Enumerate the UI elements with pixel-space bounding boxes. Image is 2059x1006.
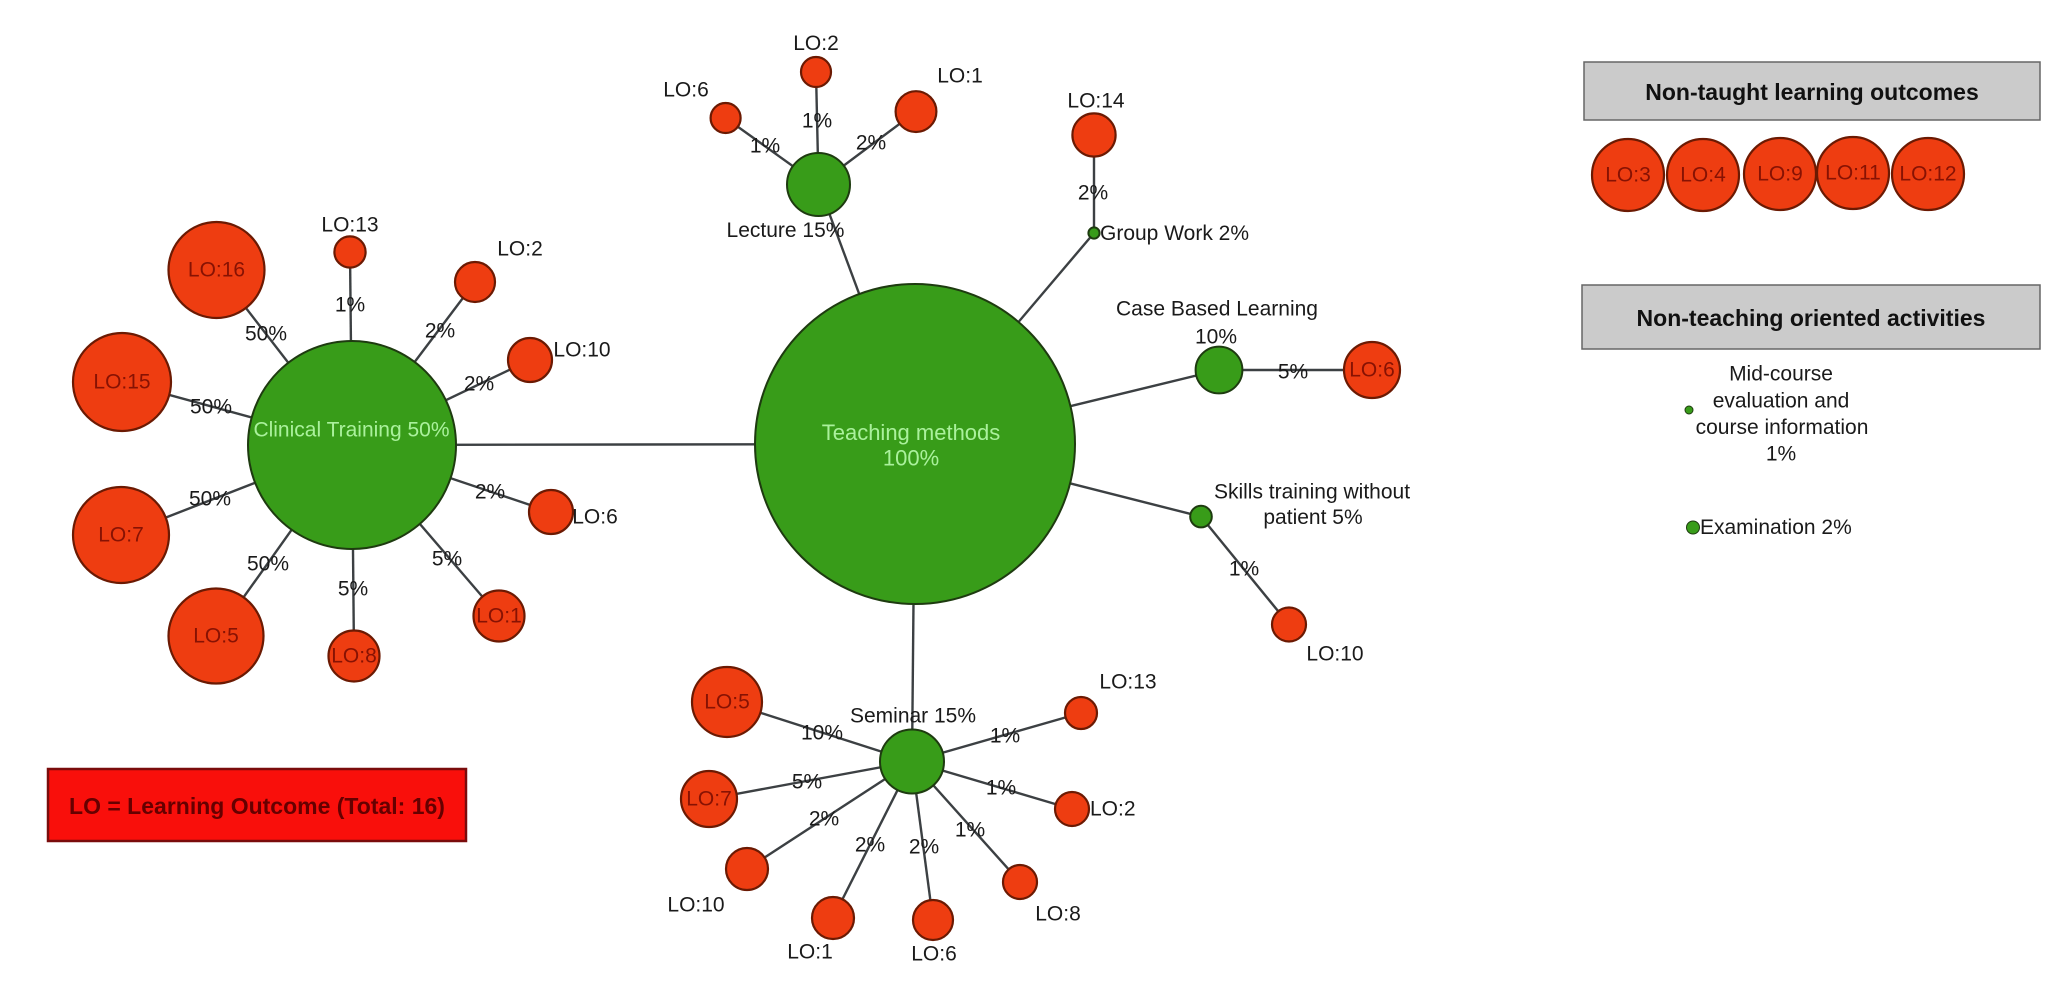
svg-text:LO:15: LO:15 <box>93 371 150 394</box>
svg-text:LO:8: LO:8 <box>331 645 377 668</box>
svg-text:LO = Learning Outcome (Total:: LO = Learning Outcome (Total: 16) <box>69 793 445 819</box>
svg-text:LO:2: LO:2 <box>1090 798 1136 821</box>
svg-text:LO:6: LO:6 <box>663 79 709 102</box>
svg-text:course information: course information <box>1696 416 1869 439</box>
svg-text:LO:14: LO:14 <box>1067 90 1125 113</box>
svg-text:2%: 2% <box>425 320 455 343</box>
svg-text:LO:8: LO:8 <box>1035 903 1081 926</box>
svg-text:LO:6: LO:6 <box>911 943 957 966</box>
svg-text:10%: 10% <box>801 722 843 745</box>
svg-text:Seminar 15%: Seminar 15% <box>850 705 976 728</box>
svg-text:2%: 2% <box>856 132 886 155</box>
svg-text:evaluation and: evaluation and <box>1713 390 1850 413</box>
svg-text:Examination 2%: Examination 2% <box>1700 516 1852 539</box>
svg-text:LO:2: LO:2 <box>497 238 543 261</box>
svg-text:1%: 1% <box>802 110 832 133</box>
svg-text:LO:4: LO:4 <box>1680 164 1726 187</box>
svg-text:LO:11: LO:11 <box>1825 162 1881 185</box>
svg-text:2%: 2% <box>464 373 494 396</box>
svg-text:LO:7: LO:7 <box>98 524 144 547</box>
svg-text:LO:1: LO:1 <box>476 605 522 628</box>
svg-text:LO:2: LO:2 <box>793 32 839 55</box>
svg-text:LO:10: LO:10 <box>667 894 724 917</box>
svg-text:2%: 2% <box>855 834 885 857</box>
svg-text:1%: 1% <box>955 819 985 842</box>
svg-text:LO:12: LO:12 <box>1899 163 1956 186</box>
svg-text:LO:10: LO:10 <box>553 339 610 362</box>
svg-text:50%: 50% <box>245 323 287 346</box>
svg-text:5%: 5% <box>338 578 368 601</box>
svg-text:1%: 1% <box>1229 558 1259 581</box>
svg-text:Mid-course: Mid-course <box>1729 363 1833 386</box>
svg-text:Clinical Training 50%: Clinical Training 50% <box>253 419 449 442</box>
svg-text:Case Based Learning: Case Based Learning <box>1116 298 1318 321</box>
svg-text:5%: 5% <box>432 548 462 571</box>
svg-text:LO:13: LO:13 <box>321 214 378 237</box>
svg-text:Group Work 2%: Group Work 2% <box>1100 222 1249 245</box>
svg-text:LO:16: LO:16 <box>188 259 245 282</box>
svg-text:LO:3: LO:3 <box>1605 164 1651 187</box>
svg-text:LO:1: LO:1 <box>937 65 983 88</box>
svg-text:Non-teaching oriented activiti: Non-teaching oriented activities <box>1637 305 1986 331</box>
svg-text:Teaching methods: Teaching methods <box>822 420 1001 445</box>
svg-text:LO:9: LO:9 <box>1757 163 1803 186</box>
svg-text:2%: 2% <box>809 808 839 831</box>
svg-text:100%: 100% <box>883 446 939 471</box>
svg-text:10%: 10% <box>1195 326 1237 349</box>
svg-text:1%: 1% <box>986 777 1016 800</box>
svg-text:Lecture 15%: Lecture 15% <box>727 219 845 242</box>
svg-text:LO:5: LO:5 <box>193 625 239 648</box>
svg-text:Non-taught learning outcomes: Non-taught learning outcomes <box>1645 79 1979 105</box>
svg-text:2%: 2% <box>909 836 939 859</box>
svg-text:1%: 1% <box>1766 443 1796 466</box>
svg-text:5%: 5% <box>792 771 822 794</box>
svg-text:2%: 2% <box>1078 182 1108 205</box>
svg-text:1%: 1% <box>335 294 365 317</box>
svg-text:LO:6: LO:6 <box>572 506 618 529</box>
svg-text:50%: 50% <box>190 396 232 419</box>
svg-text:1%: 1% <box>990 725 1020 748</box>
svg-text:50%: 50% <box>189 488 231 511</box>
svg-text:5%: 5% <box>1278 361 1308 384</box>
svg-text:LO:10: LO:10 <box>1306 643 1363 666</box>
svg-text:2%: 2% <box>475 481 505 504</box>
svg-text:50%: 50% <box>247 553 289 576</box>
svg-text:LO:13: LO:13 <box>1099 671 1156 694</box>
svg-text:LO:5: LO:5 <box>704 691 750 714</box>
svg-text:LO:1: LO:1 <box>787 941 833 964</box>
svg-text:1%: 1% <box>750 135 780 158</box>
svg-text:Skills training without: Skills training without <box>1214 481 1410 504</box>
svg-text:LO:6: LO:6 <box>1349 359 1395 382</box>
svg-text:LO:7: LO:7 <box>686 788 732 811</box>
svg-text:patient 5%: patient 5% <box>1263 506 1362 529</box>
